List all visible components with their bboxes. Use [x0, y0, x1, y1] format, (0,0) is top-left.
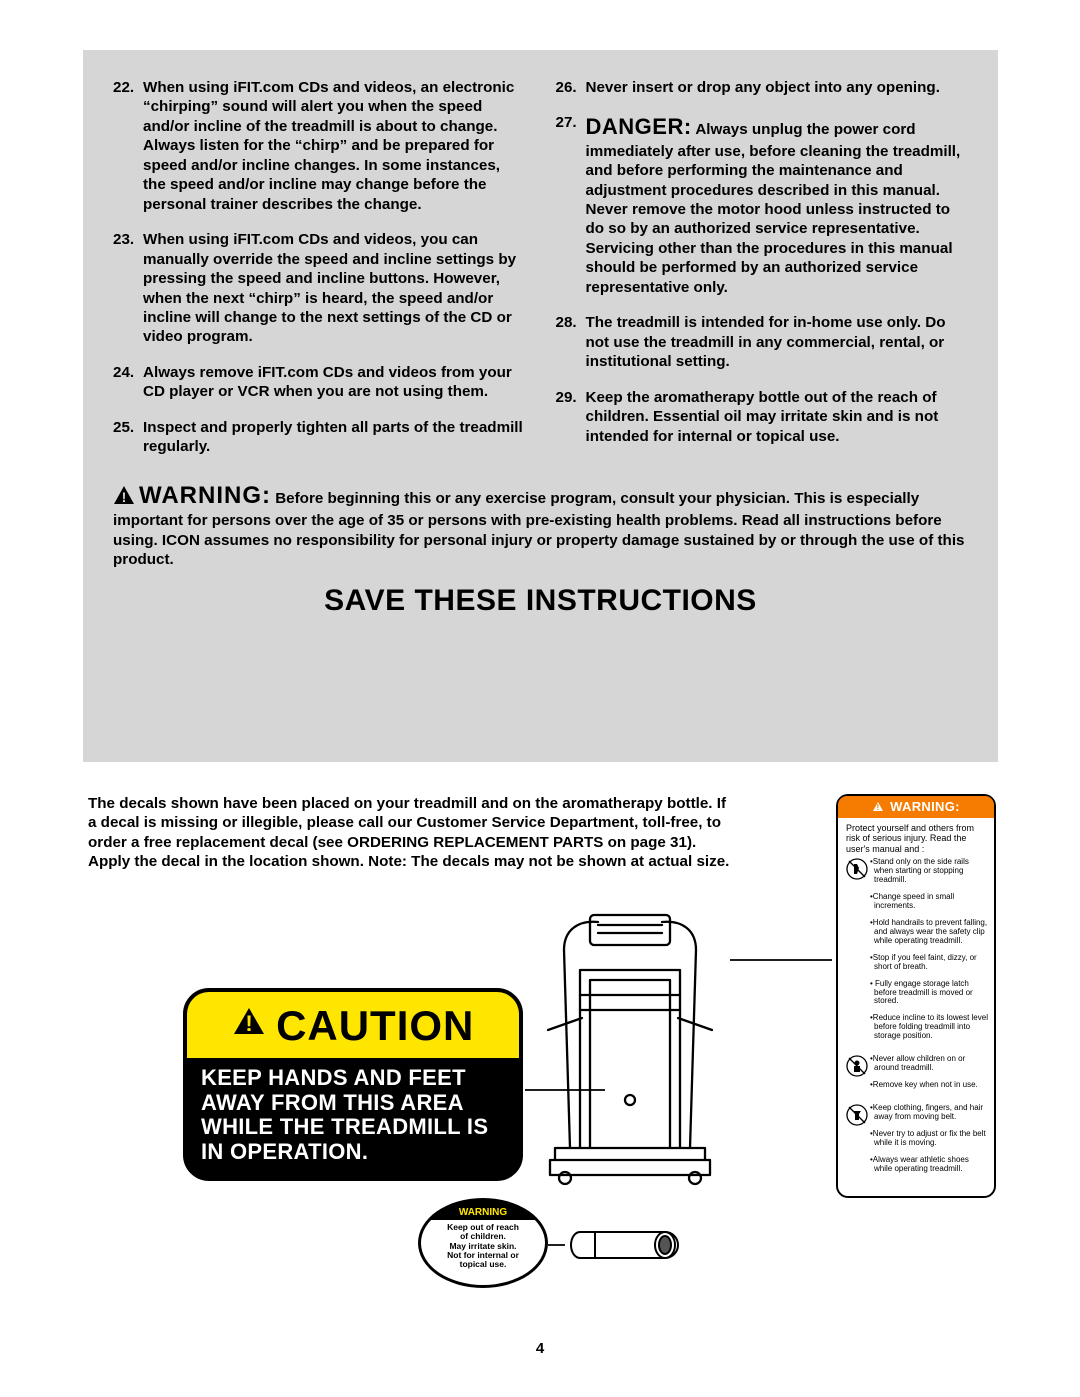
- page-number: 4: [0, 1340, 1080, 1357]
- leader-lines: [0, 0, 1080, 1397]
